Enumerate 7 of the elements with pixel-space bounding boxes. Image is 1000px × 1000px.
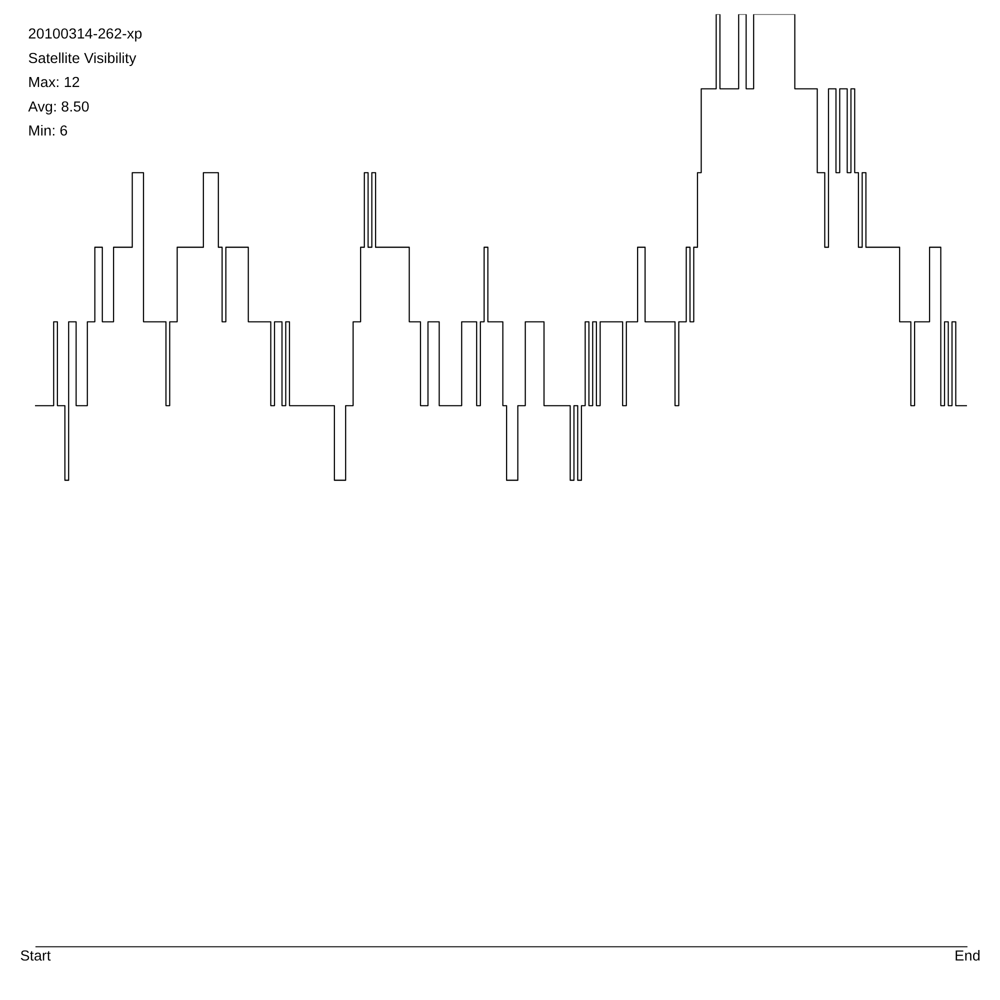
text: Satellite Visibility xyxy=(28,50,137,67)
annotation: Max: 12 xyxy=(28,75,80,92)
annotation: Avg: 8.50 xyxy=(28,99,90,116)
annotation: Min: 6 xyxy=(28,124,68,140)
x-tick-label: End xyxy=(954,948,980,964)
x-tick-label: Start xyxy=(20,948,51,964)
text: 20100314-262-xp xyxy=(28,26,142,42)
